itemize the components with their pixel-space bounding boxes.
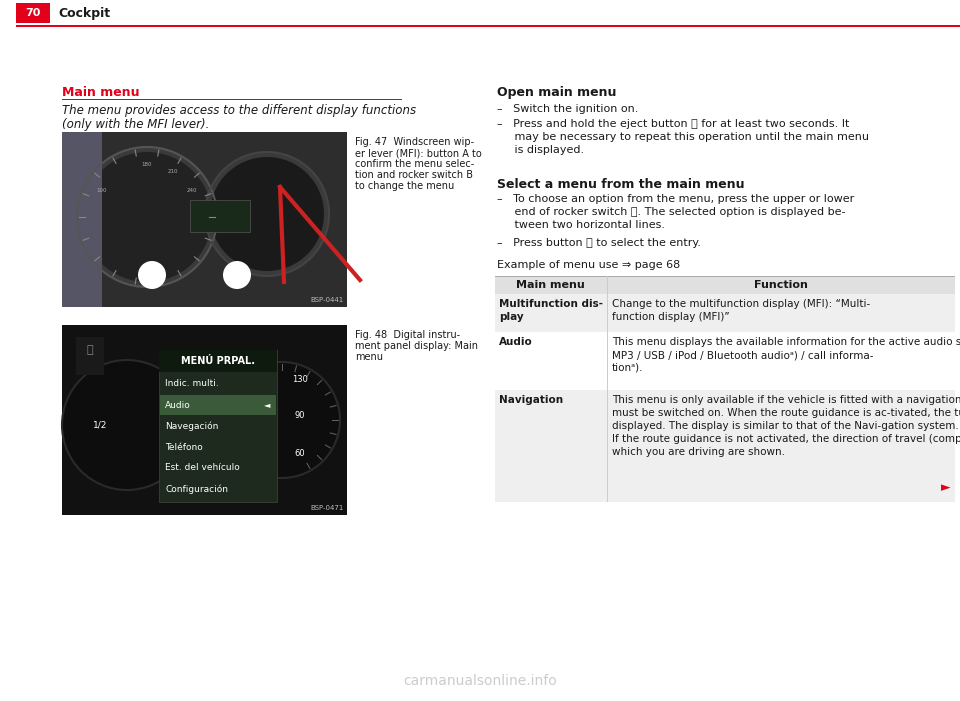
- Text: –   To choose an option from the menu, press the upper or lower: – To choose an option from the menu, pre…: [497, 194, 854, 204]
- Circle shape: [62, 360, 192, 490]
- Text: MP3 / USB / iPod / Bluetooth audioᵃ) / call informa-: MP3 / USB / iPod / Bluetooth audioᵃ) / c…: [612, 350, 874, 360]
- Text: Change to the multifunction display (MFI): “Multi-: Change to the multifunction display (MFI…: [612, 299, 871, 309]
- Text: which you are driving are shown.: which you are driving are shown.: [612, 447, 785, 457]
- Text: 60: 60: [295, 449, 305, 458]
- Text: Navigation: Navigation: [499, 395, 564, 405]
- Text: 70: 70: [25, 8, 40, 18]
- Text: Main menu: Main menu: [516, 280, 585, 290]
- Text: Select a menu from the main menu: Select a menu from the main menu: [497, 178, 745, 191]
- Bar: [495, 390, 955, 502]
- Text: er lever (MFI): button A to: er lever (MFI): button A to: [355, 148, 482, 158]
- Bar: [495, 332, 955, 390]
- Bar: [160, 395, 276, 415]
- Bar: [190, 200, 250, 232]
- Text: –   Press and hold the eject button Ⓑ for at least two seconds. It: – Press and hold the eject button Ⓑ for …: [497, 119, 850, 129]
- Text: 90: 90: [295, 411, 305, 419]
- Text: Est. del vehículo: Est. del vehículo: [165, 463, 240, 472]
- Circle shape: [82, 152, 212, 282]
- Text: Fig. 47  Windscreen wip-: Fig. 47 Windscreen wip-: [355, 137, 474, 147]
- Text: Multifunction dis-: Multifunction dis-: [499, 299, 603, 309]
- Text: tionᵃ).: tionᵃ).: [612, 363, 643, 373]
- Text: If the route guidance is not activated, the direction of travel (compass) and th: If the route guidance is not activated, …: [612, 434, 960, 444]
- Text: Navegación: Navegación: [165, 421, 218, 430]
- Bar: [62, 99, 402, 100]
- Text: 180: 180: [142, 163, 153, 168]
- Text: Configuración: Configuración: [165, 484, 228, 494]
- Text: 210: 210: [168, 170, 179, 175]
- Circle shape: [205, 152, 329, 276]
- Text: end of rocker switch Ⓑ. The selected option is displayed be-: end of rocker switch Ⓑ. The selected opt…: [497, 207, 846, 217]
- Text: MENÚ PRPAL.: MENÚ PRPAL.: [181, 356, 255, 366]
- Text: 240: 240: [187, 189, 198, 193]
- Bar: [16, 25, 960, 27]
- Bar: [495, 501, 955, 503]
- Bar: [495, 276, 955, 294]
- Text: displayed. The display is similar to that of the Navi-gation system.: displayed. The display is similar to tha…: [612, 421, 959, 431]
- Text: is displayed.: is displayed.: [497, 145, 584, 155]
- Circle shape: [224, 362, 340, 478]
- Text: Audio: Audio: [499, 337, 533, 347]
- Text: This menu displays the available information for the active audio source (radio : This menu displays the available informa…: [612, 337, 960, 347]
- Circle shape: [223, 261, 251, 289]
- Text: BSP-0441: BSP-0441: [311, 297, 344, 303]
- Text: Fig. 48  Digital instru-: Fig. 48 Digital instru-: [355, 330, 460, 340]
- Text: BSP-0471: BSP-0471: [311, 505, 344, 511]
- Text: ►: ►: [942, 482, 951, 494]
- Text: Audio: Audio: [165, 400, 191, 409]
- Text: 100: 100: [97, 189, 108, 193]
- Text: confirm the menu selec-: confirm the menu selec-: [355, 159, 474, 169]
- Text: A: A: [147, 268, 156, 282]
- Text: may be necessary to repeat this operation until the main menu: may be necessary to repeat this operatio…: [497, 132, 869, 142]
- Bar: [495, 276, 955, 277]
- Text: B: B: [232, 268, 242, 282]
- Text: ment panel display: Main: ment panel display: Main: [355, 341, 478, 351]
- Bar: [62, 325, 347, 515]
- Text: function display (MFI)”: function display (MFI)”: [612, 312, 730, 322]
- Circle shape: [77, 147, 217, 287]
- Text: 130: 130: [292, 376, 308, 385]
- Text: menu: menu: [355, 352, 383, 362]
- Text: carmanualsonline.info: carmanualsonline.info: [403, 674, 557, 688]
- Text: play: play: [499, 312, 523, 322]
- Text: Cockpit: Cockpit: [58, 6, 110, 20]
- Text: Teléfono: Teléfono: [165, 442, 203, 451]
- Text: Function: Function: [754, 280, 808, 290]
- Circle shape: [138, 261, 166, 289]
- Bar: [495, 294, 955, 332]
- Text: –   Switch the ignition on.: – Switch the ignition on.: [497, 104, 638, 114]
- Bar: [76, 337, 104, 375]
- Text: Open main menu: Open main menu: [497, 86, 616, 99]
- Bar: [62, 132, 347, 307]
- Text: tween two horizontal lines.: tween two horizontal lines.: [497, 220, 665, 230]
- Bar: [62, 132, 102, 307]
- Text: Main menu: Main menu: [62, 86, 139, 99]
- Bar: [0, 0, 960, 26]
- Bar: [159, 350, 277, 372]
- Text: ◄: ◄: [264, 400, 271, 409]
- Text: 1/2: 1/2: [93, 421, 108, 430]
- Text: ⛽: ⛽: [86, 345, 93, 355]
- Text: –   Press button Ⓐ to select the entry.: – Press button Ⓐ to select the entry.: [497, 238, 701, 248]
- Text: This menu is only available if the vehicle is fitted with a navigation system. T: This menu is only available if the vehic…: [612, 395, 960, 405]
- Circle shape: [210, 157, 324, 271]
- Text: must be switched on. When the route guidance is ac-tivated, the turning arrows a: must be switched on. When the route guid…: [612, 408, 960, 418]
- Text: tion and rocker switch B: tion and rocker switch B: [355, 170, 473, 180]
- Bar: [159, 350, 277, 502]
- Bar: [16, 3, 50, 23]
- Text: to change the menu: to change the menu: [355, 181, 454, 191]
- Text: Indic. multi.: Indic. multi.: [165, 379, 219, 388]
- Text: (only with the MFI lever).: (only with the MFI lever).: [62, 118, 209, 131]
- Text: Example of menu use ⇒ page 68: Example of menu use ⇒ page 68: [497, 260, 681, 270]
- Text: The menu provides access to the different display functions: The menu provides access to the differen…: [62, 104, 416, 117]
